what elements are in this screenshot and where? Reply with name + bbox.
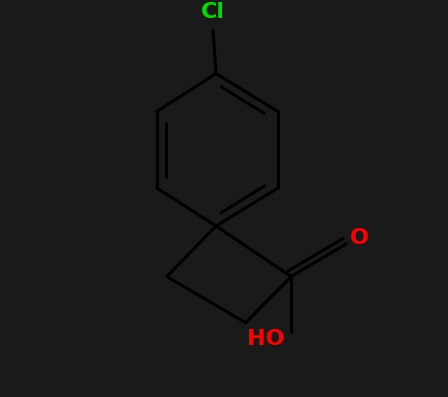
Text: O: O: [349, 228, 369, 248]
Text: Cl: Cl: [201, 2, 225, 22]
Text: HO: HO: [247, 329, 284, 349]
